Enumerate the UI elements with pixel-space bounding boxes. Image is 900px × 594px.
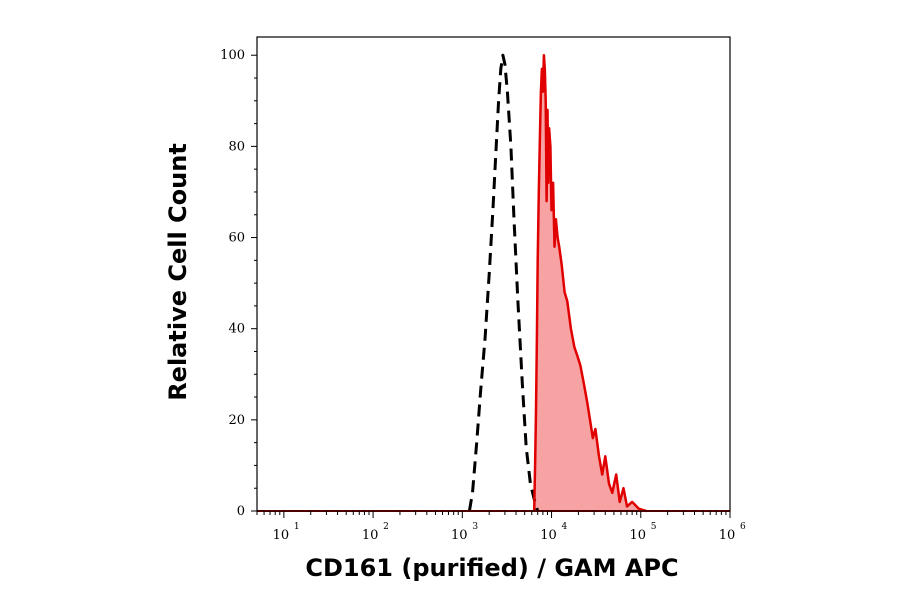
x-tick-label: 10	[719, 528, 736, 543]
x-tick-label: 10	[273, 528, 290, 543]
y-tick-label: 60	[228, 231, 245, 246]
y-tick-label: 80	[228, 139, 245, 154]
x-tick-exponent: 2	[383, 522, 389, 532]
series-line-1	[532, 53, 647, 513]
plot-frame	[256, 36, 731, 512]
y-tick-label: 0	[237, 504, 245, 519]
plot-area	[257, 53, 730, 513]
y-tick-label: 20	[228, 413, 245, 428]
y-tick-label: 40	[228, 322, 245, 337]
x-tick-exponent: 6	[740, 522, 746, 532]
y-tick-label: 100	[220, 48, 245, 63]
y-axis-title: Relative Cell Count	[164, 143, 192, 401]
series-line-0	[467, 53, 540, 512]
x-tick-exponent: 4	[562, 522, 568, 532]
x-tick-label: 10	[362, 528, 379, 543]
x-tick-exponent: 5	[651, 522, 657, 532]
series-fill-1	[534, 55, 647, 511]
x-tick-label: 10	[540, 528, 557, 543]
x-tick-exponent: 1	[294, 522, 300, 532]
x-tick-label: 10	[451, 528, 468, 543]
x-tick-label: 10	[629, 528, 646, 543]
axes: 0 20 40 60 80 100 10 1 10 2 10 3 10 4 10 5 10 6	[220, 36, 746, 543]
x-axis-title: CD161 (purified) / GAM APC	[305, 554, 678, 582]
x-tick-exponent: 3	[472, 522, 478, 532]
